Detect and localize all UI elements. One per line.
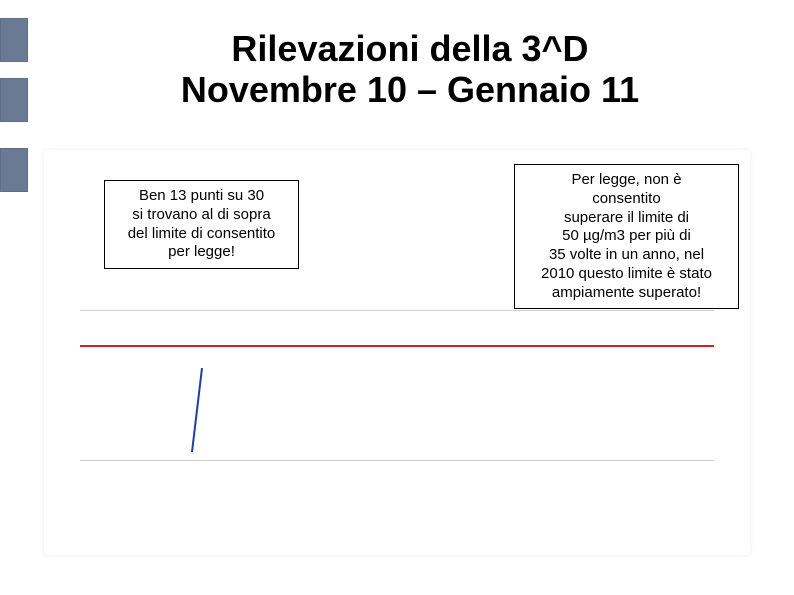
chart-panel: Ben 13 punti su 30 si trovano al di sopr… <box>44 150 750 555</box>
annotation-left: Ben 13 punti su 30 si trovano al di sopr… <box>104 180 299 269</box>
annotation-right-line: superare il limite di <box>525 209 728 228</box>
annotation-left-line: si trovano al di sopra <box>115 206 288 225</box>
sidebar-stub <box>0 78 28 122</box>
annotation-left-line: Ben 13 punti su 30 <box>115 187 288 206</box>
annotation-left-line: per legge! <box>115 243 288 262</box>
slide-title: Rilevazioni della 3^D Novembre 10 – Genn… <box>60 28 760 111</box>
annotation-right-line: consentito <box>525 190 728 209</box>
annotation-right: Per legge, non è consentito superare il … <box>514 164 739 309</box>
annotation-right-line: 50 µg/m3 per più di <box>525 227 728 246</box>
title-line-1: Rilevazioni della 3^D <box>60 28 760 69</box>
annotation-left-line: del limite di consentito <box>115 225 288 244</box>
annotation-right-line: ampiamente superato! <box>525 284 728 303</box>
sidebar-stub <box>0 148 28 192</box>
sidebar-stub <box>0 18 28 62</box>
annotation-right-line: 2010 questo limite è stato <box>525 265 728 284</box>
annotation-right-line: 35 volte in un anno, nel <box>525 246 728 265</box>
title-line-2: Novembre 10 – Gennaio 11 <box>60 69 760 110</box>
annotation-right-line: Per legge, non è <box>525 171 728 190</box>
